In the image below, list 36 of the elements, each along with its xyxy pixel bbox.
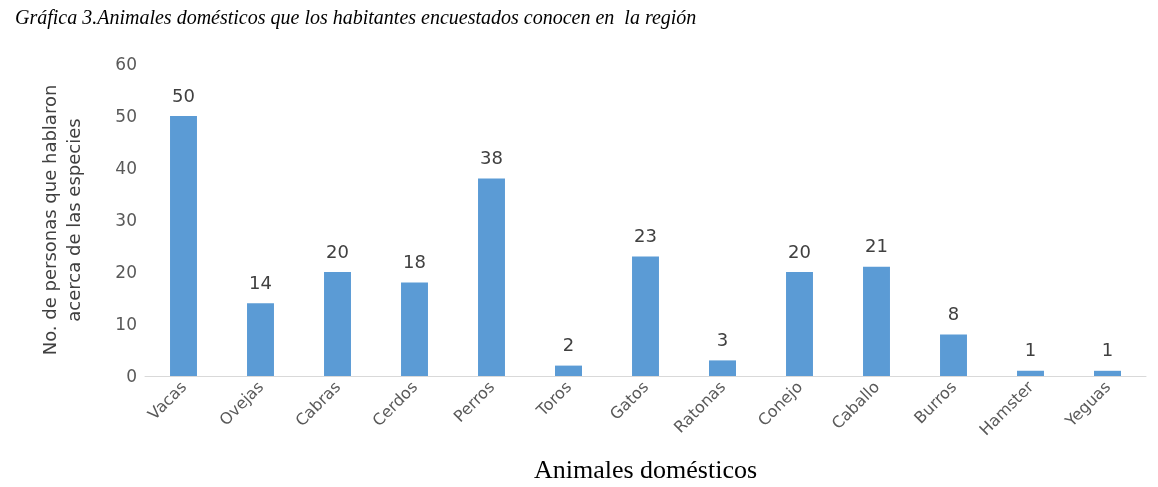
bar <box>863 266 890 376</box>
data-label: 3 <box>716 328 729 350</box>
bar <box>940 334 967 376</box>
data-label: 20 <box>788 240 811 262</box>
data-label: 21 <box>865 235 888 257</box>
y-tick-label: 30 <box>115 210 137 230</box>
data-label: 2 <box>562 334 575 356</box>
chart-title: Gráfica 3.Animales domésticos que los habitantes encuestados conocen en la región <box>15 6 697 29</box>
bar <box>786 272 813 376</box>
data-label: 8 <box>947 302 960 324</box>
data-label: 14 <box>249 271 272 293</box>
y-tick-label: 0 <box>126 366 137 386</box>
data-label: 1 <box>1024 339 1037 361</box>
data-label: 1 <box>1101 339 1114 361</box>
y-tick-label: 40 <box>115 158 137 178</box>
bar <box>1094 370 1121 376</box>
bar <box>478 178 505 376</box>
y-tick-label: 50 <box>115 106 137 126</box>
bar <box>170 116 197 376</box>
data-label: 38 <box>480 146 503 168</box>
bar <box>401 282 428 376</box>
y-tick-label: 10 <box>115 314 137 334</box>
bar <box>555 365 582 376</box>
y-tick-label: 60 <box>115 54 137 74</box>
data-label: 18 <box>403 250 426 272</box>
bar <box>247 303 274 376</box>
y-axis-title: No. de personas que hablaron acerca de las especies <box>38 84 84 356</box>
data-label: 20 <box>326 240 349 262</box>
y-tick-label: 20 <box>115 262 137 282</box>
data-label: 23 <box>634 224 657 246</box>
bar <box>709 360 736 376</box>
bar <box>324 272 351 376</box>
bar <box>1017 370 1044 376</box>
x-axis-title: Animales domésticos <box>533 454 758 484</box>
bar <box>632 256 659 376</box>
data-label: 50 <box>172 84 195 106</box>
